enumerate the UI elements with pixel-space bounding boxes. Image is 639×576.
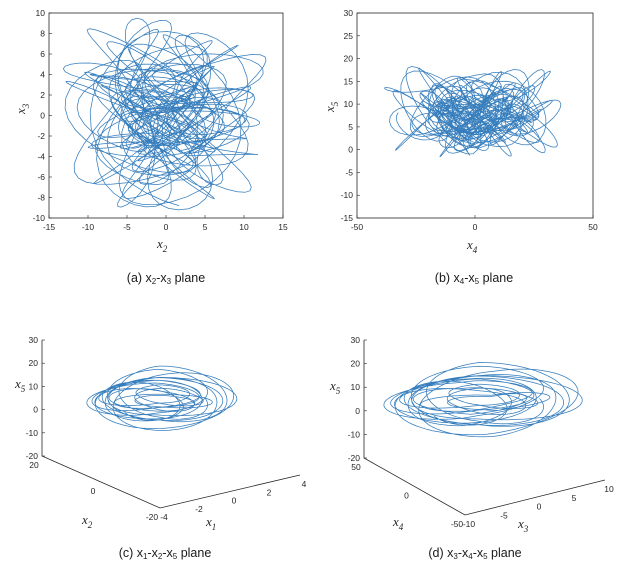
ztick-label: -10 [26, 428, 39, 438]
xtick-label: -50 [351, 222, 364, 232]
ytick-label: -20 [146, 512, 159, 522]
ztick-label: 20 [29, 358, 39, 368]
caption-a: (a) x2-x3 plane [126, 271, 206, 286]
caption-d: (d) x3-x4-x5 plane [428, 546, 522, 561]
ytick-label: 0 [348, 145, 353, 155]
ytick-label: -4 [37, 152, 45, 162]
xtick-label: -15 [43, 222, 56, 232]
ytick-label: 20 [344, 54, 354, 64]
ytick-label: -2 [37, 131, 45, 141]
ztick-label: -10 [348, 429, 361, 439]
ytick-label: 10 [36, 8, 46, 18]
ytick-label: -8 [37, 193, 45, 203]
ztick-label: -20 [348, 453, 361, 463]
xtick-label: 5 [203, 222, 208, 232]
ztick-label: -20 [26, 451, 39, 461]
ytick-label: 15 [344, 76, 354, 86]
xtick-label: 0 [164, 222, 169, 232]
xtick-label: 2 [267, 487, 272, 497]
ztick-label: 10 [351, 382, 361, 392]
ylabel-b: x5 [322, 101, 340, 113]
xlabel-d: x3 [517, 516, 529, 534]
ytick-label: -15 [341, 213, 354, 223]
ytick-label: -5 [345, 167, 353, 177]
ytick-label: 25 [344, 31, 354, 41]
caption-c: (c) x1-x2-x5 plane [118, 546, 212, 561]
ylabel-d: x4 [392, 514, 404, 532]
ztick-label: 10 [29, 381, 39, 391]
ytick-label: -50 [451, 519, 464, 529]
axis3d-lines-d [363, 340, 606, 516]
ylabel-c: x2 [81, 512, 93, 530]
ztick-label: 20 [351, 359, 361, 369]
trajectory-b [383, 66, 562, 158]
xlabel-b: x4 [466, 237, 478, 255]
ytick-label: 50 [351, 462, 361, 472]
trajectory-d [383, 362, 583, 438]
trajectory-c [86, 365, 238, 431]
xtick-label: 5 [572, 493, 577, 503]
ztick-label: 0 [355, 406, 360, 416]
xtick-label: 0 [232, 496, 237, 506]
ytick-label: 0 [404, 491, 409, 501]
xtick-label: 4 [302, 479, 307, 489]
axis3d-lines-c [41, 340, 301, 509]
ytick-label: 2 [40, 90, 45, 100]
zlabel-d: x5 [329, 378, 341, 396]
ztick-label: 30 [351, 335, 361, 345]
xtick-label: 0 [473, 222, 478, 232]
xtick-label: 0 [537, 502, 542, 512]
ztick-label: 30 [29, 335, 39, 345]
ytick-label: 0 [91, 486, 96, 496]
ytick-label: 8 [40, 29, 45, 39]
ytick-label: -10 [33, 213, 46, 223]
ytick-label: 20 [29, 460, 39, 470]
xtick-label: 10 [604, 484, 614, 494]
xtick-label: -10 [82, 222, 95, 232]
xtick-label: -5 [123, 222, 131, 232]
ytick-label: 4 [40, 70, 45, 80]
ytick-label: 30 [344, 8, 354, 18]
ytick-label: -6 [37, 172, 45, 182]
ytick-label: 0 [40, 111, 45, 121]
ytick-label: 6 [40, 49, 45, 59]
xtick-label: -4 [160, 512, 168, 522]
axes-box-b [356, 12, 594, 219]
xtick-label: 15 [278, 222, 288, 232]
xtick-label: -2 [195, 504, 203, 514]
xtick-label: 50 [588, 222, 598, 232]
ylabel-a: x3 [13, 103, 31, 115]
ytick-label: -10 [341, 190, 354, 200]
xtick-label: 10 [239, 222, 249, 232]
caption-b: (b) x4-x5 plane [434, 271, 514, 286]
zlabel-c: x5 [14, 376, 26, 394]
xtick-label: -10 [463, 519, 476, 529]
ytick-label: 10 [344, 99, 354, 109]
ztick-label: 0 [33, 405, 38, 415]
xtick-label: -5 [500, 510, 508, 520]
ytick-label: 5 [348, 122, 353, 132]
xlabel-a: x2 [156, 236, 168, 254]
trajectory-a [62, 17, 267, 211]
xlabel-c: x1 [205, 514, 216, 532]
